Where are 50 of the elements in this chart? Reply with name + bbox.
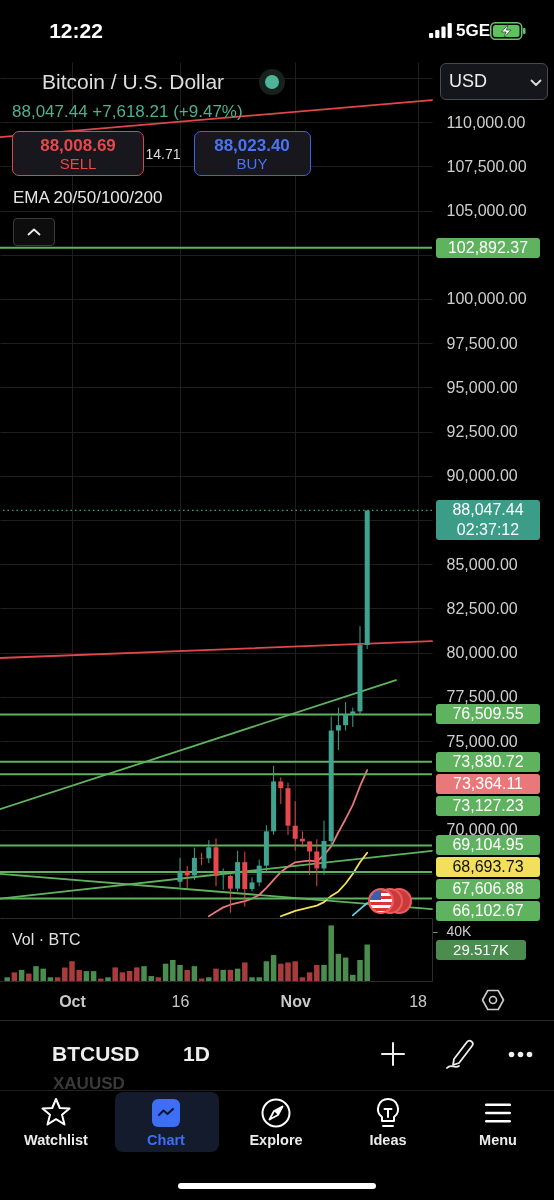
y-tick-label: 92,500.00: [446, 423, 518, 441]
ref-line-label: 73,830.72: [436, 751, 540, 772]
annotation: BUY: [236, 155, 268, 173]
y-tick-label: 77,500.00: [446, 688, 518, 706]
y-tick-label: 40K: [446, 923, 473, 940]
ref-line-label: 76,509.55: [436, 704, 540, 725]
x-tick-label: Oct: [59, 992, 87, 1010]
text: Watchlist: [24, 1132, 88, 1150]
ref-line-label: 102,892.37: [436, 237, 540, 258]
y-tick-label: 75,000.00: [446, 732, 518, 750]
text: Menu: [479, 1132, 517, 1150]
text: 68,693.73: [436, 857, 540, 878]
text: Ideas: [369, 1132, 407, 1150]
x-tick-label: Nov: [280, 992, 311, 1010]
text: USD: [449, 71, 488, 93]
text: BTCUSD: [52, 1041, 140, 1067]
y-tick-label: 90,000.00: [446, 467, 518, 485]
text: 73,364.11: [436, 773, 540, 794]
text: 5GE: [456, 20, 491, 42]
text: Vol · BTC: [12, 930, 81, 950]
x-tick-label: 18: [409, 992, 428, 1010]
y-tick-label: 97,500.00: [446, 334, 518, 352]
text: 12:22: [49, 18, 103, 44]
text: Explore: [249, 1132, 303, 1150]
text: 88,047.44 +7,618.21 (+9.47%): [12, 101, 243, 123]
text: 1D: [183, 1041, 210, 1067]
y-tick-label: 80,000.00: [446, 644, 518, 662]
text: XAUUSD: [53, 1073, 125, 1095]
y-tick-label: 100,000.00: [446, 290, 527, 308]
chart-title: Bitcoin / U.S. Dollar: [42, 69, 225, 95]
ref-line-label: 67,606.88: [436, 879, 540, 900]
text: 29.517K: [436, 940, 526, 961]
y-tick-label: 95,000.00: [446, 378, 518, 396]
ref-line-label: 66,102.67: [436, 901, 540, 922]
y-tick-label: 107,500.00: [446, 157, 527, 175]
ref-line-label: 69,104.95: [436, 835, 540, 856]
annotation: 88,008.69: [40, 135, 116, 157]
ref-line-label: 88,047.44: [436, 500, 540, 521]
y-tick-label: 82,500.00: [446, 600, 518, 617]
y-tick-label: 105,000.00: [446, 202, 527, 220]
x-tick-label: 16: [171, 992, 190, 1010]
y-tick-label: 110,000.00: [446, 113, 526, 131]
annotation: EMA 20/50/100/200: [13, 187, 163, 209]
annotation: 88,023.40: [214, 135, 290, 157]
ref-line-label: 73,127.23: [436, 795, 540, 816]
annotation: SELL: [59, 155, 97, 173]
text: 02:37:12: [436, 520, 540, 541]
text: Chart: [147, 1132, 185, 1150]
y-tick-label: 85,000.00: [446, 555, 518, 573]
annotation: 14.71: [145, 145, 181, 163]
